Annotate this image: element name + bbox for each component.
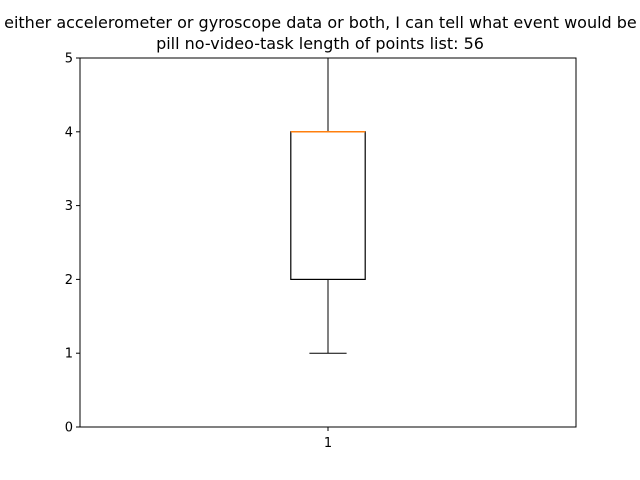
y-tick-label: 2: [65, 273, 73, 288]
chart-title-line2: pill no-video-task length of points list…: [156, 34, 484, 53]
chart-title-line1: With either accelerometer or gyroscope d…: [0, 13, 640, 32]
y-tick-label: 1: [65, 347, 73, 362]
y-tick-label: 5: [65, 52, 73, 67]
y-tick-label: 3: [65, 199, 73, 214]
y-tick-label: 4: [65, 125, 73, 140]
chart-marks: 0 1 2 3 4 5 1: [65, 52, 366, 451]
iqr-box: [290, 131, 366, 281]
y-tick-label: 0: [65, 421, 73, 436]
x-tick-label: 1: [324, 436, 332, 451]
